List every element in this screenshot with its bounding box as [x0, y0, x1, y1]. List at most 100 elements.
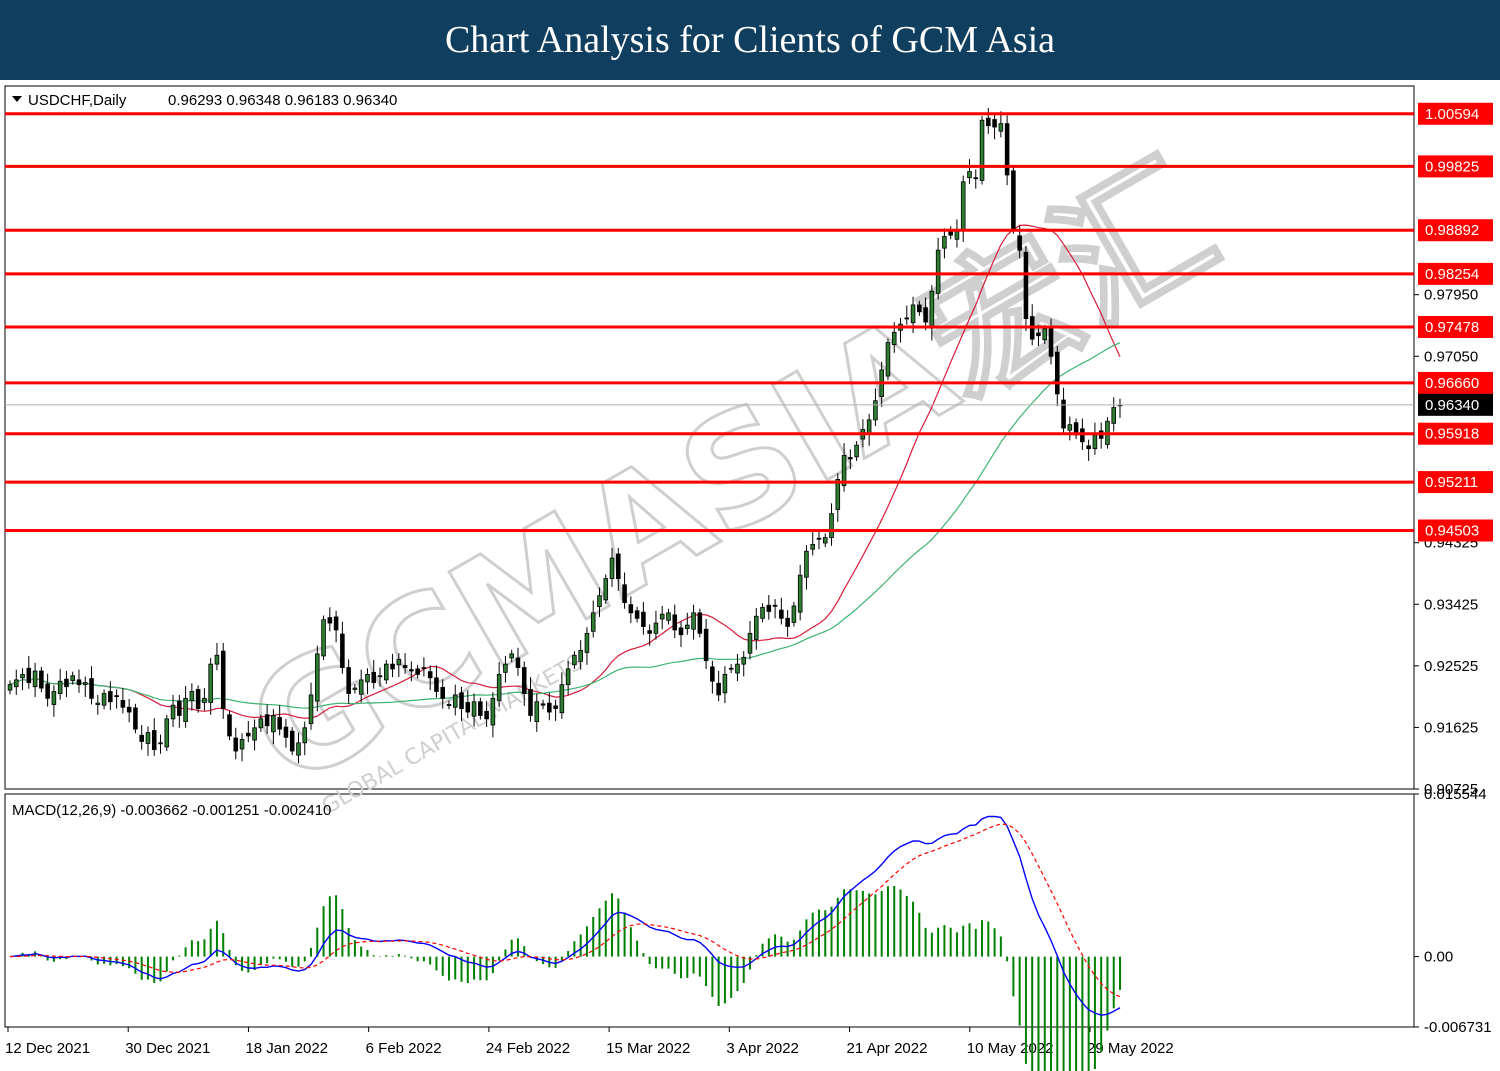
candle-body: [973, 177, 979, 180]
macd-panel: [4, 793, 1415, 1028]
x-tick-label: 29 May 2022: [1087, 1040, 1174, 1057]
candle-body: [258, 718, 264, 729]
price-y-axis: 0.979500.970500.943250.934250.925250.916…: [1414, 287, 1478, 798]
candle-body: [51, 691, 57, 705]
candle-body: [647, 630, 652, 634]
candle-body: [39, 670, 44, 689]
candle-body: [465, 702, 471, 713]
x-tick-label: 24 Feb 2022: [486, 1040, 570, 1057]
banner-title: Chart Analysis for Clients of GCM Asia: [444, 19, 1056, 61]
candle-body: [553, 705, 558, 710]
candle-body: [616, 553, 621, 580]
macd-tick-label: -0.006731: [1424, 1019, 1492, 1036]
level-tag: [1418, 519, 1493, 542]
candle-body: [597, 595, 602, 608]
candle-body: [76, 679, 82, 686]
candle-body: [271, 715, 276, 733]
candle-body: [584, 632, 590, 653]
candle-body: [503, 663, 508, 673]
candle-body: [741, 656, 747, 665]
candle-body: [590, 612, 596, 632]
macd-y-axis: 0.015544 0.00 -0.006731: [1414, 786, 1492, 1036]
candle-body: [659, 613, 665, 620]
candle-body: [283, 726, 289, 738]
level-label: 0.94503: [1425, 523, 1479, 540]
candle-body: [202, 697, 207, 703]
candle-body: [13, 679, 19, 688]
candle-body: [377, 675, 383, 678]
candle-body: [452, 694, 458, 708]
candle-body: [82, 682, 88, 686]
y-tick-label: 0.93425: [1424, 596, 1478, 613]
candle-body: [246, 732, 251, 737]
candle-body: [315, 653, 320, 702]
candle-body: [170, 704, 176, 720]
candle-body: [917, 304, 922, 313]
candle-body: [471, 701, 477, 717]
candle-body: [183, 697, 188, 723]
candle-body: [672, 614, 678, 631]
candle-body: [910, 304, 916, 324]
candle-body: [434, 677, 439, 692]
candle-body: [409, 669, 414, 672]
macd-plot: [9, 815, 1121, 1071]
candle-body: [559, 684, 565, 714]
candle-body: [383, 663, 389, 681]
candle-body: [490, 697, 496, 726]
candle-body: [446, 704, 452, 706]
level-label: 0.95211: [1425, 474, 1478, 491]
y-tick-label: 0.97050: [1424, 348, 1478, 365]
candle-body: [114, 695, 119, 698]
candle-body: [227, 714, 232, 737]
level-label: 1.00594: [1425, 106, 1479, 123]
x-tick-label: 18 Jan 2022: [245, 1040, 328, 1057]
level-tag: [1418, 155, 1493, 178]
x-tick-label: 12 Dec 2021: [5, 1040, 90, 1057]
candle-body: [302, 727, 308, 744]
candle-body: [1080, 428, 1085, 443]
candle-body: [653, 622, 659, 634]
candle-body: [760, 606, 765, 619]
candle-body: [496, 673, 502, 701]
candle-body: [772, 604, 778, 607]
candle-body: [120, 699, 126, 708]
candle-body: [979, 119, 985, 181]
candle-body: [64, 678, 69, 688]
candle-body: [866, 419, 872, 434]
signal-line: [9, 823, 1121, 998]
dropdown-arrow-icon[interactable]: [12, 96, 22, 102]
candle-body: [1067, 424, 1073, 431]
x-tick-label: 3 Apr 2022: [726, 1040, 799, 1057]
candle-body: [358, 679, 364, 695]
current-price: 0.96340: [5, 393, 1493, 416]
candle-body: [835, 479, 841, 510]
x-tick-label: 10 May 2022: [967, 1040, 1054, 1057]
candle-body: [986, 117, 991, 127]
candle-body: [1042, 328, 1048, 341]
candle-body: [509, 653, 514, 659]
candle-body: [622, 584, 627, 603]
candle-body: [515, 657, 521, 668]
level-tag: [1418, 422, 1493, 445]
candle-body: [848, 457, 853, 460]
y-tick-label: 0.97950: [1424, 287, 1478, 304]
candle-body: [722, 673, 728, 694]
candle-body: [365, 673, 370, 683]
macd-tick-label: 0.00: [1424, 949, 1453, 966]
ma-slow-line: [9, 342, 1121, 709]
candle-body: [189, 691, 195, 701]
level-tag: [1418, 471, 1493, 494]
candle-body: [321, 619, 326, 657]
candle-body: [891, 331, 897, 346]
candle-body: [1048, 328, 1054, 357]
candle-body: [220, 650, 226, 710]
candle-body: [634, 610, 640, 619]
y-tick-label: 0.90725: [1424, 781, 1478, 798]
candle-body: [929, 290, 935, 329]
candle-body: [810, 544, 815, 550]
candle-body: [133, 707, 138, 730]
candle-body: [854, 444, 859, 458]
candle-body: [327, 617, 333, 624]
candle-body: [484, 710, 489, 720]
candle-body: [528, 689, 533, 716]
